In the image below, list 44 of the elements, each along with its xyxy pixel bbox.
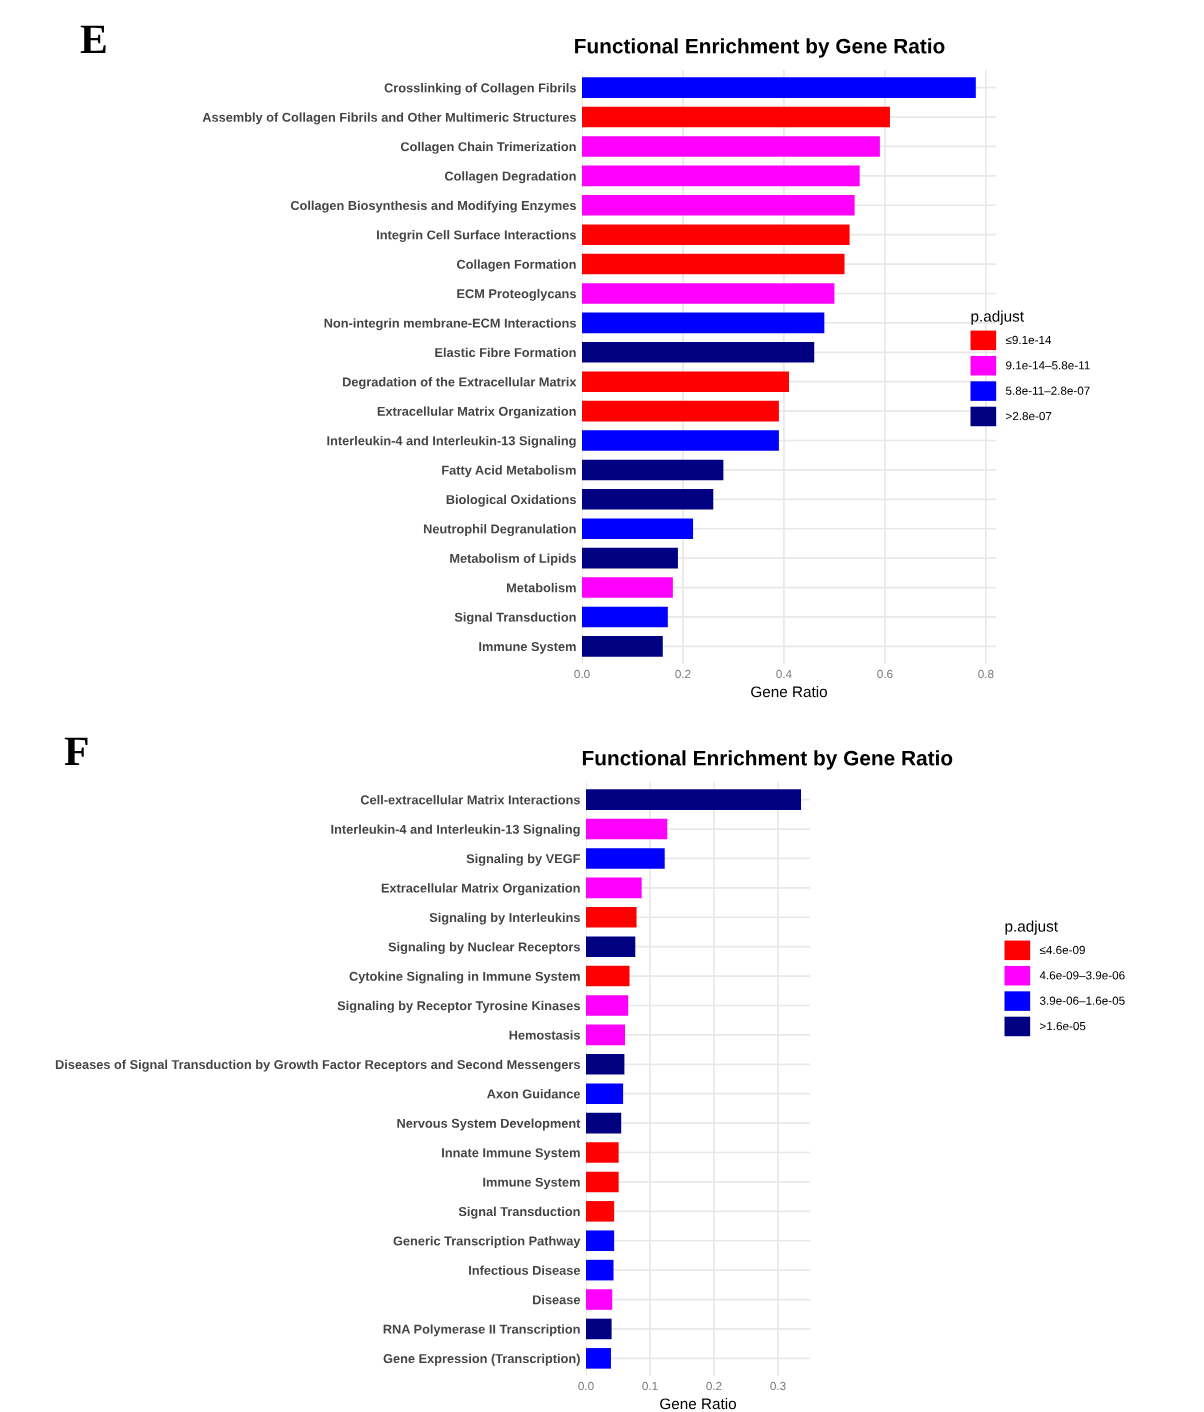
bar: [582, 636, 663, 657]
bar: [582, 106, 890, 128]
bar: [582, 489, 714, 510]
text: E: [80, 25, 106, 53]
bar: [586, 1348, 611, 1369]
bar: [586, 1112, 622, 1134]
bar: [582, 283, 835, 304]
bar: [586, 848, 665, 869]
bar: [586, 1142, 619, 1163]
bar: [582, 400, 779, 422]
bar: [586, 995, 629, 1016]
bar: [582, 77, 976, 98]
bar: [586, 965, 630, 987]
bar: [582, 224, 850, 245]
bar: [582, 577, 673, 598]
bar: [582, 253, 845, 275]
chart-title: Functional Enrichment by Gene Ratio: [582, 750, 953, 770]
bar: [582, 136, 880, 157]
bar: [586, 818, 668, 840]
bar: [586, 1289, 613, 1310]
bar: [582, 194, 855, 216]
bar: [586, 936, 636, 957]
bar: [582, 606, 668, 628]
bar: [586, 789, 802, 810]
bar: [586, 1259, 614, 1281]
bar: [582, 342, 815, 363]
bar: [582, 371, 789, 392]
bar: [582, 430, 779, 451]
chart-title: Functional Enrichment by Gene Ratio: [575, 38, 945, 58]
bar: [586, 1024, 626, 1046]
bar: [586, 1054, 625, 1075]
bar: [582, 547, 678, 569]
bar: [586, 1083, 624, 1104]
bar: [586, 1201, 615, 1222]
bar: [582, 518, 694, 540]
bar: [586, 906, 637, 928]
text: F: [64, 737, 88, 765]
bar: [586, 1171, 619, 1193]
bar: [582, 459, 724, 481]
bar: [582, 312, 825, 334]
bar: [586, 1318, 612, 1340]
bar: [582, 165, 860, 187]
bar: [586, 1230, 615, 1252]
bar: [586, 877, 642, 899]
